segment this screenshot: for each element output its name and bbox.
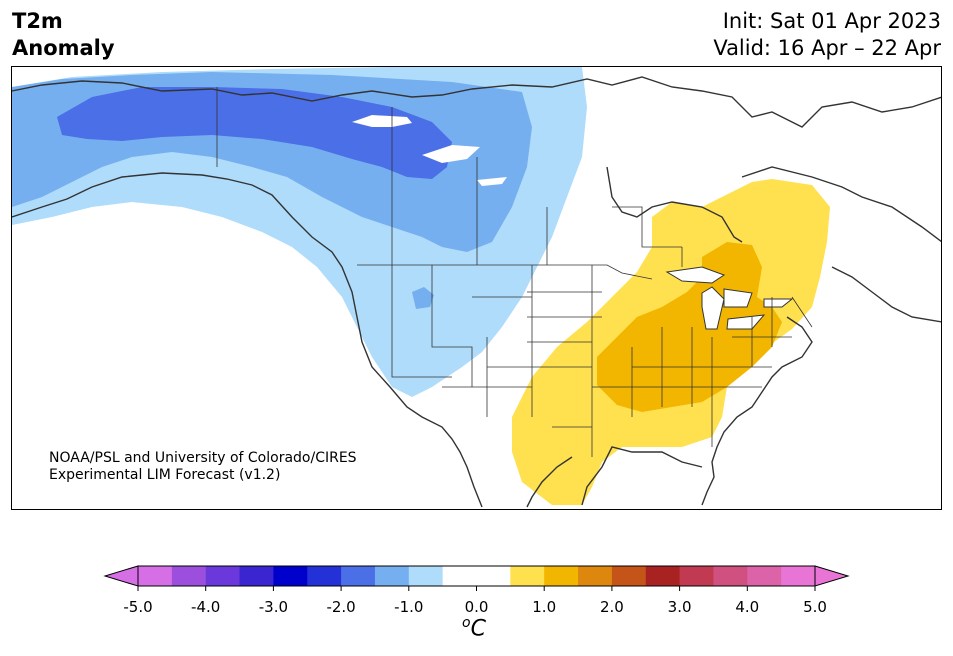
- colorbar-swatch: [205, 566, 241, 586]
- colorbar-swatch: [442, 566, 477, 586]
- anomaly-map: NOAA/PSL and University of Colorado/CIRE…: [11, 66, 942, 510]
- title-line-1: T2m: [12, 9, 63, 33]
- colorbar-ticks: -5.0 -4.0 -3.0 -2.0 -1.0 0.0 1.0 2.0 3.0 4.0 5.0: [123, 586, 827, 616]
- colorbar-tick-label: -2.0: [326, 598, 355, 616]
- colorbar-swatch: [578, 566, 613, 586]
- colorbar-tick-label: 1.0: [532, 598, 556, 616]
- colorbar-swatch: [645, 566, 681, 586]
- colorbar-tick-label: 5.0: [803, 598, 827, 616]
- credit-text: NOAA/PSL and University of Colorado/CIRE…: [49, 450, 357, 484]
- colorbar-swatch: [544, 566, 579, 586]
- colorbar-extend-high: [814, 565, 850, 587]
- colorbar-frame: [137, 565, 816, 587]
- valid-period: Valid: 16 Apr – 22 Apr: [713, 36, 941, 60]
- colorbar-tick-label: 3.0: [668, 598, 692, 616]
- colorbar-swatch: [679, 566, 714, 586]
- colorbar-swatch: [273, 566, 308, 586]
- colorbar-swatch: [476, 566, 511, 586]
- colorbar-extend-low: [103, 565, 139, 587]
- colorbar-swatch: [510, 566, 545, 586]
- title-line-2: Anomaly: [12, 36, 115, 60]
- colorbar-swatch: [781, 566, 816, 586]
- coastlines: [12, 76, 941, 508]
- credit-line-1: NOAA/PSL and University of Colorado/CIRE…: [49, 450, 357, 466]
- colorbar-tick-label: -4.0: [191, 598, 220, 616]
- colorbar-tick-label: -5.0: [123, 598, 152, 616]
- cold-anomaly-mid-2: [412, 287, 434, 309]
- political-borders: [216, 87, 813, 457]
- forecast-dates: Init: Sat 01 Apr 2023 Valid: 16 Apr – 22…: [713, 8, 941, 62]
- unit-base: C: [470, 616, 486, 642]
- colorbar-swatch: [611, 566, 647, 586]
- unit-superscript: o: [462, 615, 471, 631]
- colorbar-swatch: [239, 566, 274, 586]
- colorbar-swatch: [138, 566, 173, 586]
- colorbar-tick-label: 4.0: [735, 598, 759, 616]
- map-title: T2m Anomaly: [12, 8, 115, 62]
- colorbar-swatches: [103, 565, 850, 587]
- colorbar-tick-label: 2.0: [600, 598, 624, 616]
- colorbar-tick-label: 0.0: [465, 598, 489, 616]
- colorbar-swatch: [374, 566, 410, 586]
- arctic-water: [352, 115, 507, 186]
- credit-line-2: Experimental LIM Forecast (v1.2): [49, 467, 281, 483]
- colorbar-unit: oC: [462, 615, 486, 641]
- init-date: Init: Sat 01 Apr 2023: [722, 9, 941, 33]
- colorbar-tick-label: -1.0: [394, 598, 423, 616]
- colorbar-swatch: [307, 566, 342, 586]
- warm-anomaly-mid: [597, 242, 782, 412]
- colorbar-swatch: [171, 566, 207, 586]
- map-canvas: [12, 67, 941, 508]
- cold-anomaly-strong: [57, 87, 452, 179]
- great-lakes: [665, 266, 794, 330]
- colorbar-swatch: [341, 566, 376, 586]
- colorbar-tick-label: -3.0: [259, 598, 288, 616]
- colorbar-swatch: [408, 566, 444, 586]
- colorbar-swatch: [747, 566, 782, 586]
- colorbar-swatch: [713, 566, 748, 586]
